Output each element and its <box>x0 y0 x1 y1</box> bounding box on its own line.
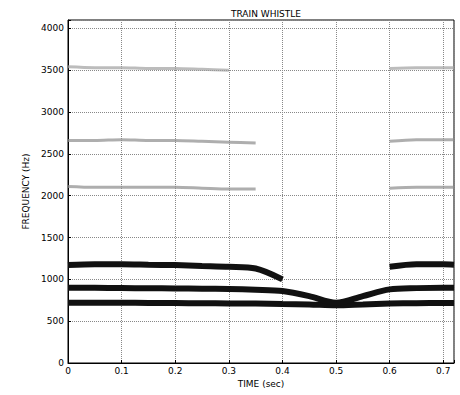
svg-text:TRAIN WHISTLE: TRAIN WHISTLE <box>230 9 301 19</box>
svg-text:FREQUENCY (Hz): FREQUENCY (Hz) <box>21 153 31 229</box>
svg-text:3000: 3000 <box>41 107 64 117</box>
svg-text:0: 0 <box>58 358 64 368</box>
svg-text:0.4: 0.4 <box>275 366 290 376</box>
svg-text:1500: 1500 <box>41 233 64 243</box>
svg-text:4000: 4000 <box>41 23 64 33</box>
svg-text:0.1: 0.1 <box>114 366 128 376</box>
svg-text:0.5: 0.5 <box>329 366 343 376</box>
svg-text:0.2: 0.2 <box>168 366 182 376</box>
svg-text:0.7: 0.7 <box>436 366 450 376</box>
svg-text:2500: 2500 <box>41 149 64 159</box>
svg-text:1000: 1000 <box>41 274 64 284</box>
svg-text:2000: 2000 <box>41 191 64 201</box>
svg-text:TIME (sec): TIME (sec) <box>237 379 285 389</box>
svg-text:0.6: 0.6 <box>383 366 398 376</box>
svg-text:500: 500 <box>47 316 64 326</box>
svg-text:3500: 3500 <box>41 65 64 75</box>
svg-text:0: 0 <box>65 366 71 376</box>
svg-text:0.3: 0.3 <box>222 366 236 376</box>
